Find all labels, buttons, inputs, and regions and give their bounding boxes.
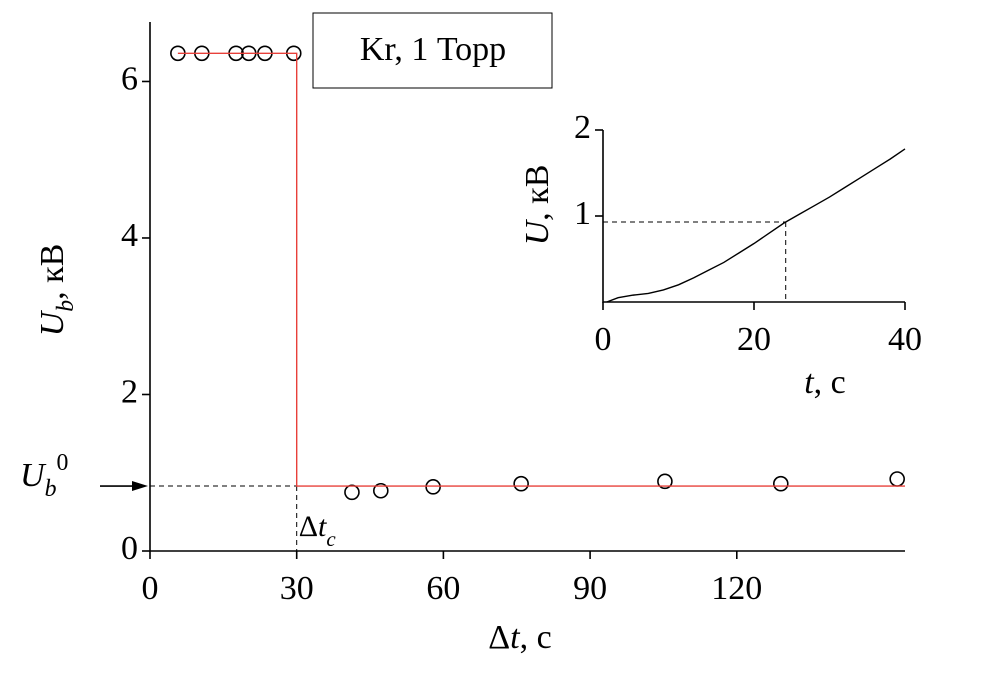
reference-x-label: Δtc: [299, 510, 337, 551]
reference-y-label-symbol: U: [20, 457, 47, 494]
y-tick-label: 0: [121, 530, 138, 567]
data-point: [657, 473, 673, 490]
data-line: [606, 148, 906, 303]
y-tick-label: 1: [574, 195, 591, 232]
legend-text: Kr, 1 Торр: [360, 31, 506, 68]
y-axis-title: U, кВ: [519, 165, 556, 246]
data-line: [177, 52, 905, 487]
y-axis-title: Ub, кВ: [34, 244, 80, 337]
reference-y-label-superscript: 0: [56, 451, 68, 477]
reference-x-label-prefix: Δ: [299, 510, 318, 543]
x-axis-title-unit: , с: [520, 619, 552, 656]
x-axis-title-symbol: t: [804, 364, 815, 401]
data-point: [772, 475, 789, 492]
x-axis-title-symbol: t: [510, 619, 521, 656]
reference-y-label: Ub0: [20, 451, 68, 503]
data-point: [344, 484, 360, 501]
x-tick-label: 40: [888, 321, 922, 358]
reference-x-label-subscript: c: [326, 527, 336, 551]
y-axis-title-symbol: U: [519, 218, 556, 245]
data-point: [425, 479, 441, 495]
data-point: [513, 475, 529, 492]
y-axis-title-unit: , кВ: [34, 244, 71, 300]
data-point: [889, 471, 905, 487]
axes: [149, 22, 905, 552]
data-point: [373, 482, 389, 499]
x-tick-label: 20: [737, 321, 771, 358]
x-axis-title-prefix: Δ: [488, 619, 510, 656]
x-axis-title-unit: , с: [814, 364, 846, 401]
y-axis-title-subscript: b: [53, 300, 79, 312]
axes: [602, 130, 905, 303]
y-tick-label: 6: [121, 60, 138, 97]
reference-arrowhead: [132, 481, 148, 492]
y-axis-title-unit: , кВ: [519, 165, 556, 221]
y-tick-label: 4: [121, 217, 138, 254]
x-axis-title: t, с: [804, 364, 846, 401]
y-tick-label: 2: [574, 109, 591, 146]
reference-y-label-subscript: b: [45, 477, 57, 503]
x-tick-label: 120: [711, 570, 762, 607]
x-tick-label: 0: [595, 321, 612, 358]
x-axis-title: Δt, с: [488, 619, 551, 656]
x-tick-label: 0: [142, 570, 159, 607]
x-tick-label: 90: [573, 570, 607, 607]
legend-box: [312, 12, 553, 89]
x-tick-label: 30: [280, 570, 314, 607]
reference-x-label-symbol: t: [318, 510, 327, 543]
x-tick-label: 60: [426, 570, 460, 607]
y-axis-title-symbol: U: [34, 309, 71, 336]
y-tick-label: 2: [121, 373, 138, 410]
